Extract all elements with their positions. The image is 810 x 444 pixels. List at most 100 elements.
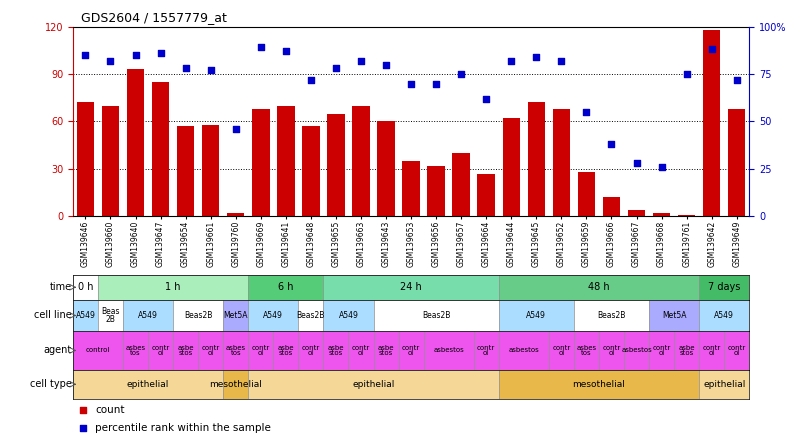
- Bar: [277, 106, 295, 216]
- Text: asbe
stos: asbe stos: [278, 345, 294, 356]
- Bar: [352, 106, 369, 216]
- Bar: [323, 300, 373, 331]
- Bar: [574, 300, 649, 331]
- Text: contr
ol: contr ol: [252, 345, 270, 356]
- Bar: [298, 331, 323, 369]
- Bar: [173, 300, 224, 331]
- Text: contr
ol: contr ol: [727, 345, 746, 356]
- Text: contr
ol: contr ol: [552, 345, 570, 356]
- Bar: [649, 331, 674, 369]
- Bar: [77, 103, 94, 216]
- Text: mesothelial: mesothelial: [209, 380, 262, 389]
- Bar: [403, 161, 420, 216]
- Bar: [373, 300, 499, 331]
- Text: asbe
stos: asbe stos: [177, 345, 194, 356]
- Bar: [699, 275, 749, 300]
- Bar: [348, 331, 373, 369]
- Bar: [474, 331, 499, 369]
- Text: asbe
stos: asbe stos: [377, 345, 394, 356]
- Bar: [653, 213, 671, 216]
- Bar: [73, 331, 123, 369]
- Text: asbes
tos: asbes tos: [577, 345, 596, 356]
- Bar: [202, 125, 220, 216]
- Text: Beas2B: Beas2B: [597, 311, 625, 320]
- Text: cell type: cell type: [30, 379, 71, 389]
- Text: 0 h: 0 h: [78, 282, 93, 292]
- Bar: [728, 109, 745, 216]
- Bar: [148, 331, 173, 369]
- Bar: [327, 114, 345, 216]
- Bar: [578, 172, 595, 216]
- Bar: [198, 331, 224, 369]
- Bar: [649, 300, 699, 331]
- Point: [605, 141, 618, 148]
- Point: [680, 71, 693, 78]
- Bar: [499, 300, 574, 331]
- Point: [154, 50, 167, 57]
- Text: agent: agent: [44, 345, 71, 356]
- Text: control: control: [86, 348, 110, 353]
- Point: [104, 57, 117, 64]
- Bar: [323, 331, 348, 369]
- Point: [77, 407, 90, 414]
- Bar: [549, 331, 574, 369]
- Bar: [428, 166, 445, 216]
- Bar: [678, 214, 696, 216]
- Bar: [477, 174, 495, 216]
- Text: Beas2B: Beas2B: [422, 311, 450, 320]
- Bar: [177, 126, 194, 216]
- Point: [229, 126, 242, 133]
- Bar: [603, 197, 620, 216]
- Bar: [73, 275, 98, 300]
- Text: asbestos: asbestos: [433, 348, 464, 353]
- Text: contr
ol: contr ol: [477, 345, 496, 356]
- Text: asbe
stos: asbe stos: [679, 345, 695, 356]
- Bar: [323, 275, 499, 300]
- Point: [254, 44, 267, 51]
- Bar: [674, 331, 699, 369]
- Bar: [173, 331, 198, 369]
- Text: A549: A549: [339, 311, 358, 320]
- Text: asbe
stos: asbe stos: [328, 345, 344, 356]
- Point: [355, 57, 368, 64]
- Text: 7 days: 7 days: [708, 282, 740, 292]
- Text: contr
ol: contr ol: [352, 345, 370, 356]
- Point: [179, 65, 192, 72]
- Bar: [574, 331, 599, 369]
- Point: [655, 163, 668, 170]
- Bar: [126, 69, 144, 216]
- Point: [204, 67, 217, 74]
- Text: contr
ol: contr ol: [402, 345, 420, 356]
- Bar: [502, 118, 520, 216]
- Bar: [227, 213, 245, 216]
- Text: Beas2B: Beas2B: [184, 311, 212, 320]
- Point: [405, 80, 418, 87]
- Text: epithelial: epithelial: [703, 380, 745, 389]
- Point: [731, 76, 744, 83]
- Point: [706, 46, 718, 53]
- Bar: [453, 153, 470, 216]
- Bar: [273, 331, 298, 369]
- Point: [305, 76, 318, 83]
- Text: contr
ol: contr ol: [702, 345, 721, 356]
- Bar: [224, 331, 248, 369]
- Bar: [248, 275, 323, 300]
- Text: A549: A549: [139, 311, 158, 320]
- Bar: [224, 300, 248, 331]
- Bar: [599, 331, 624, 369]
- Bar: [527, 103, 545, 216]
- Text: contr
ol: contr ol: [302, 345, 320, 356]
- Bar: [248, 369, 499, 399]
- Bar: [373, 331, 399, 369]
- Bar: [499, 331, 549, 369]
- Point: [480, 95, 492, 102]
- Point: [330, 65, 343, 72]
- Text: Beas2B: Beas2B: [296, 311, 325, 320]
- Bar: [123, 331, 148, 369]
- Text: contr
ol: contr ol: [603, 345, 620, 356]
- Text: Met5A: Met5A: [662, 311, 686, 320]
- Point: [580, 108, 593, 115]
- Text: A549: A549: [263, 311, 284, 320]
- Bar: [151, 82, 169, 216]
- Text: 48 h: 48 h: [588, 282, 610, 292]
